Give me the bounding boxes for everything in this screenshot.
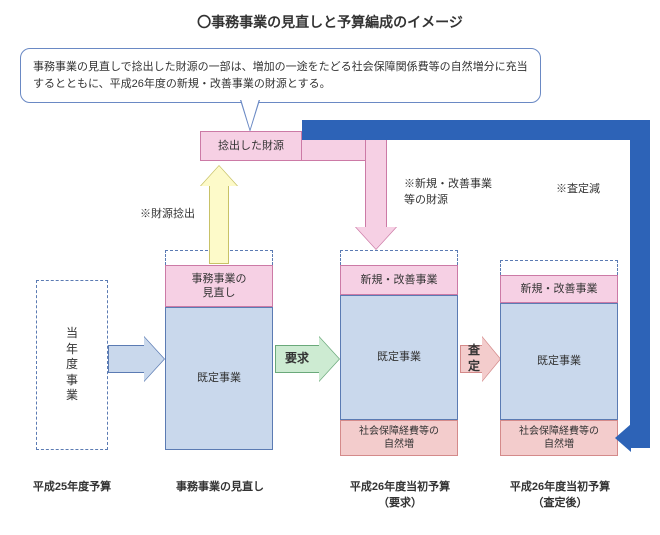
col-label-4: 平成26年度当初予算 （査定後） <box>490 478 630 510</box>
box-col4-top: 新規・改善事業 <box>500 275 618 303</box>
col-label-3: 平成26年度当初予算 （要求） <box>330 478 470 510</box>
box-col3-top: 新規・改善事業 <box>340 265 458 295</box>
box-col1-main: 当 年 度 事 業 <box>36 280 108 450</box>
box-col4-bottom: 社会保障経費等の 自然増 <box>500 420 618 456</box>
box-col3-bottom: 社会保障経費等の 自然増 <box>340 420 458 456</box>
box-col4-main: 既定事業 <box>500 303 618 420</box>
box-col3-main: 既定事業 <box>340 295 458 420</box>
box-col2-main: 既定事業 <box>165 307 273 450</box>
callout-text: 事務事業の見直しで捻出した財源の一部は、増加の一途をたどる社会保障関係費等の自然… <box>20 48 541 103</box>
elbow-head <box>615 424 631 452</box>
label-satei: 査定 <box>459 348 489 370</box>
elbow-bot <box>628 428 650 448</box>
box-nensyutsu: 捻出した財源 <box>200 131 302 161</box>
col-label-1: 平成25年度予算 <box>22 478 122 494</box>
annot-shinki: ※新規・改善事業 等の財源 <box>404 175 492 207</box>
diagram-canvas: 〇事務事業の見直しと予算編成のイメージ 事務事業の見直しで捻出した財源の一部は、… <box>0 0 660 535</box>
elbow-vert <box>630 120 650 440</box>
page-title: 〇事務事業の見直しと予算編成のイメージ <box>0 12 660 32</box>
annot-satei: ※査定減 <box>556 180 600 196</box>
col4-dashed-cap <box>500 260 618 275</box>
elbow-origin <box>302 120 520 140</box>
callout-tail-fill <box>241 99 259 129</box>
label-youkyuu: 要求 <box>279 348 315 370</box>
col3-dashed-cap <box>340 250 458 265</box>
box-col2-top: 事務事業の 見直し <box>165 265 273 307</box>
col-label-2: 事務事業の見直し <box>160 478 280 494</box>
annot-zaigen: ※財源捻出 <box>140 205 195 221</box>
